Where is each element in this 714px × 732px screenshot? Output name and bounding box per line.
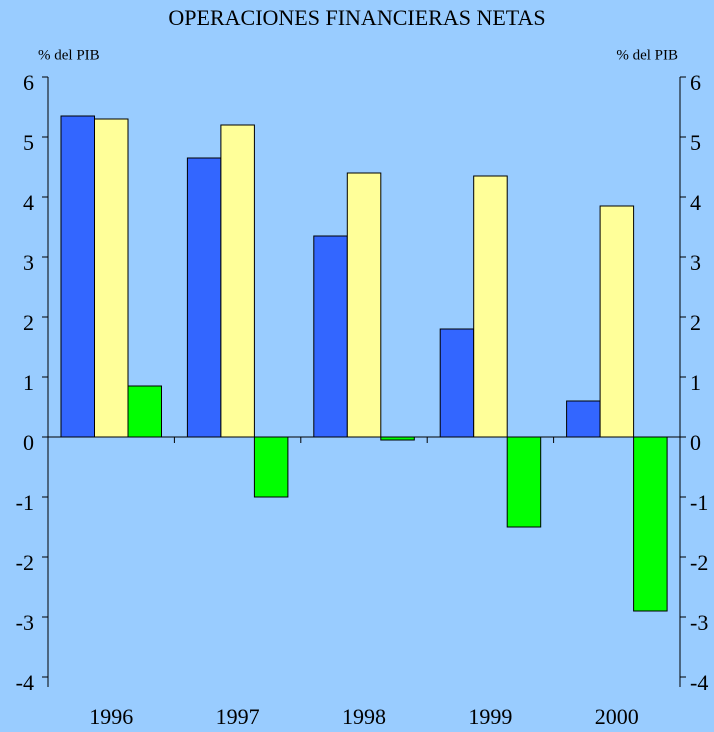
x-tick-label: 1999: [468, 704, 512, 729]
y2-tick-label: 4: [690, 190, 701, 215]
y2-tick-label: 1: [690, 370, 701, 395]
bar: [473, 175, 508, 438]
y2-tick-label: -4: [690, 670, 708, 695]
bar: [633, 436, 668, 612]
y-tick-label: 4: [23, 190, 34, 215]
y-tick-label: 5: [23, 130, 34, 155]
bar: [566, 400, 601, 438]
bar: [439, 328, 475, 438]
y-tick-label: -1: [16, 490, 34, 515]
x-tick-label: 2000: [595, 704, 639, 729]
x-tick-label: 1996: [89, 704, 133, 729]
y-tick-label: 2: [23, 310, 34, 335]
y2-tick-label: 6: [690, 70, 701, 95]
y-tick-label: 6: [23, 70, 34, 95]
y-tick-label: -3: [16, 610, 34, 635]
bar: [220, 124, 255, 438]
bar: [253, 436, 289, 498]
y2-tick-label: -1: [690, 490, 708, 515]
y2-tick-label: 0: [690, 430, 701, 455]
y2-tick-label: 2: [690, 310, 701, 335]
y-tick-label: 0: [23, 430, 34, 455]
x-tick-label: 1997: [216, 704, 260, 729]
chart-title: OPERACIONES FINANCIERAS NETAS: [168, 5, 545, 30]
y2-tick-label: -2: [690, 550, 708, 575]
y2-tick-label: 3: [690, 250, 701, 275]
bar: [60, 115, 95, 438]
y-tick-label: -4: [16, 670, 34, 695]
bar: [313, 235, 348, 438]
y-tick-label: 3: [23, 250, 34, 275]
bar: [346, 172, 382, 438]
bar: [599, 205, 635, 438]
bar: [127, 385, 162, 438]
y2-tick-label: -3: [690, 610, 708, 635]
bar: [506, 436, 542, 528]
y-tick-label: -2: [16, 550, 34, 575]
bar: [94, 118, 129, 438]
x-tick-label: 1998: [342, 704, 386, 729]
y2-tick-label: 5: [690, 130, 701, 155]
y-axis-label: % del PIB: [38, 47, 100, 63]
bar: [186, 157, 222, 438]
y2-axis-label: % del PIB: [616, 47, 678, 63]
y-tick-label: 1: [23, 370, 34, 395]
